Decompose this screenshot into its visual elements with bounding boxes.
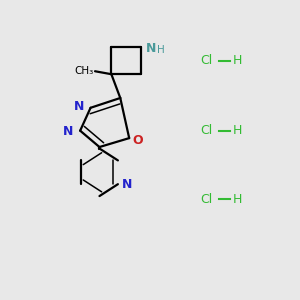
Text: Cl: Cl [200,124,213,137]
Text: N: N [146,42,156,55]
Text: H: H [232,193,242,206]
Text: Cl: Cl [200,193,213,206]
Text: H: H [232,54,242,67]
Text: H: H [232,124,242,137]
Text: O: O [133,134,143,147]
Text: H: H [158,44,165,55]
Text: Cl: Cl [200,54,213,67]
Text: CH₃: CH₃ [74,66,94,76]
Text: N: N [122,178,132,191]
Text: N: N [63,125,74,138]
Text: N: N [74,100,84,113]
